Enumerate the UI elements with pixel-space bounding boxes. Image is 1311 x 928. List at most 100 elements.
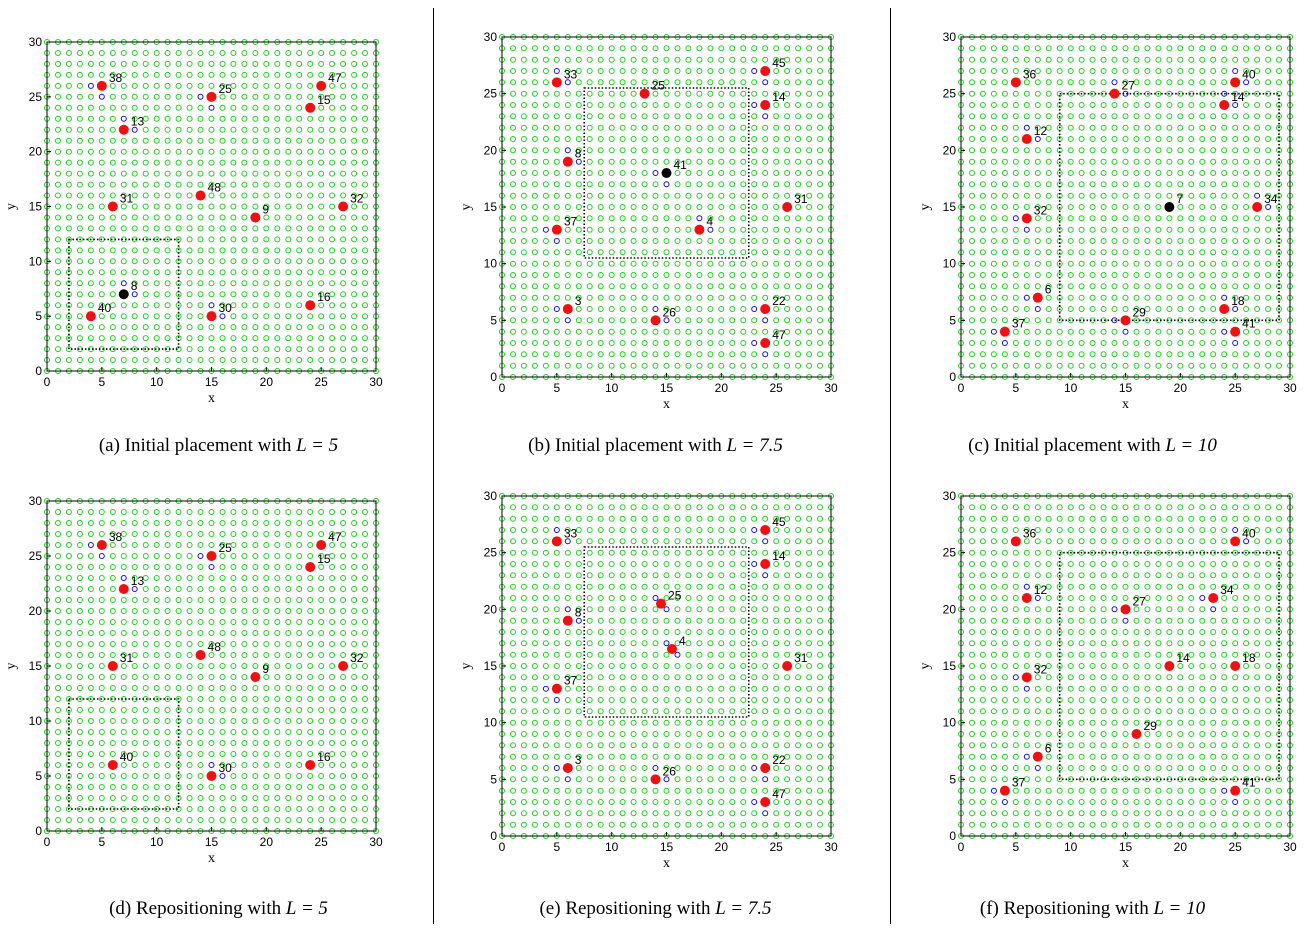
grid-point <box>1177 328 1184 335</box>
grid-point <box>87 509 94 515</box>
grid-point <box>795 170 802 176</box>
node-point <box>760 100 771 110</box>
grid-point <box>1122 192 1129 199</box>
y-tick-label: 0 <box>490 370 497 384</box>
grid-point <box>619 283 626 290</box>
grid-point <box>542 685 549 692</box>
grid-point <box>76 93 83 100</box>
grid-point <box>296 236 303 243</box>
grid-point <box>362 817 368 823</box>
grid-point <box>773 260 780 267</box>
x-tick-label: 15 <box>205 375 219 389</box>
grid-point <box>707 124 714 131</box>
grid-point <box>652 204 659 210</box>
grid-point <box>740 283 747 290</box>
grid-point <box>197 707 204 713</box>
grid-point <box>652 787 659 794</box>
grid-point <box>55 291 61 298</box>
x-tick-label: 15 <box>660 381 674 395</box>
grid-point <box>553 328 560 335</box>
grid-point <box>564 170 571 176</box>
x-tick-label: 0 <box>958 381 965 395</box>
grid-point <box>663 810 670 817</box>
grid-point <box>575 158 582 165</box>
grid-point <box>619 765 626 771</box>
grid-point <box>318 192 325 199</box>
grid-point <box>285 630 292 636</box>
grid-point <box>806 697 813 703</box>
grid-point <box>542 283 549 290</box>
grid-point <box>241 115 248 122</box>
grid-point <box>164 597 171 603</box>
grid-point <box>630 617 637 624</box>
grid-point <box>806 663 813 669</box>
node-point <box>1109 88 1120 99</box>
grid-point <box>274 608 281 614</box>
grid-point <box>674 283 681 290</box>
grid-point <box>1089 249 1096 256</box>
grid-point <box>718 170 725 176</box>
grid-point <box>531 283 538 290</box>
grid-point <box>340 50 347 56</box>
grid-point <box>1023 306 1030 312</box>
grid-point <box>263 126 270 133</box>
grid-point <box>98 608 105 614</box>
grid-point <box>318 214 325 221</box>
grid-point <box>520 651 527 658</box>
x-tick-label: 25 <box>314 375 328 389</box>
grid-point <box>241 663 248 669</box>
grid-point <box>773 708 780 715</box>
grid-point <box>219 597 226 603</box>
grid-point <box>219 280 226 287</box>
grid-point <box>575 629 582 635</box>
grid-point <box>762 651 769 658</box>
grid-point <box>597 68 604 74</box>
grid-point <box>87 247 94 254</box>
grid-point <box>307 641 314 647</box>
grid-point <box>109 192 116 199</box>
node-label: 31 <box>120 651 134 665</box>
grid-point <box>274 806 281 812</box>
grid-point <box>969 158 975 165</box>
grid-point <box>663 651 670 658</box>
grid-point <box>153 762 160 768</box>
grid-point <box>1100 192 1107 199</box>
grid-point <box>307 324 314 331</box>
grid-point <box>806 561 813 567</box>
grid-point <box>597 90 604 97</box>
grid-point <box>597 561 604 567</box>
grid-point <box>131 324 138 331</box>
grid-point <box>263 346 270 353</box>
node-label: 47 <box>772 328 786 342</box>
grid-point <box>1023 328 1030 335</box>
grid-point <box>663 351 670 358</box>
grid-point <box>164 192 171 199</box>
grid-point <box>340 740 347 746</box>
grid-point <box>252 280 259 287</box>
grid-point <box>120 93 127 100</box>
grid-point <box>1188 79 1195 86</box>
grid-point <box>1199 147 1206 154</box>
grid-point <box>773 572 780 579</box>
node-label: 14 <box>772 90 786 104</box>
grid-point <box>274 192 281 199</box>
grid-point <box>784 294 791 301</box>
grid-point <box>1122 294 1129 301</box>
grid-point <box>575 742 582 749</box>
grid-point <box>55 729 61 735</box>
grid-point <box>131 181 138 188</box>
grid-point <box>979 260 986 267</box>
grid-point <box>1133 147 1140 154</box>
grid-point <box>340 104 347 111</box>
grid-point <box>784 549 791 556</box>
grid-point <box>685 799 692 805</box>
grid-point <box>1045 328 1052 335</box>
grid-point <box>729 697 736 703</box>
grid-point <box>520 583 527 590</box>
grid-point <box>685 708 692 715</box>
grid-point <box>784 226 791 233</box>
grid-point <box>990 306 997 312</box>
grid-point <box>718 753 725 760</box>
grid-point <box>806 158 813 165</box>
grid-point <box>1188 136 1195 142</box>
